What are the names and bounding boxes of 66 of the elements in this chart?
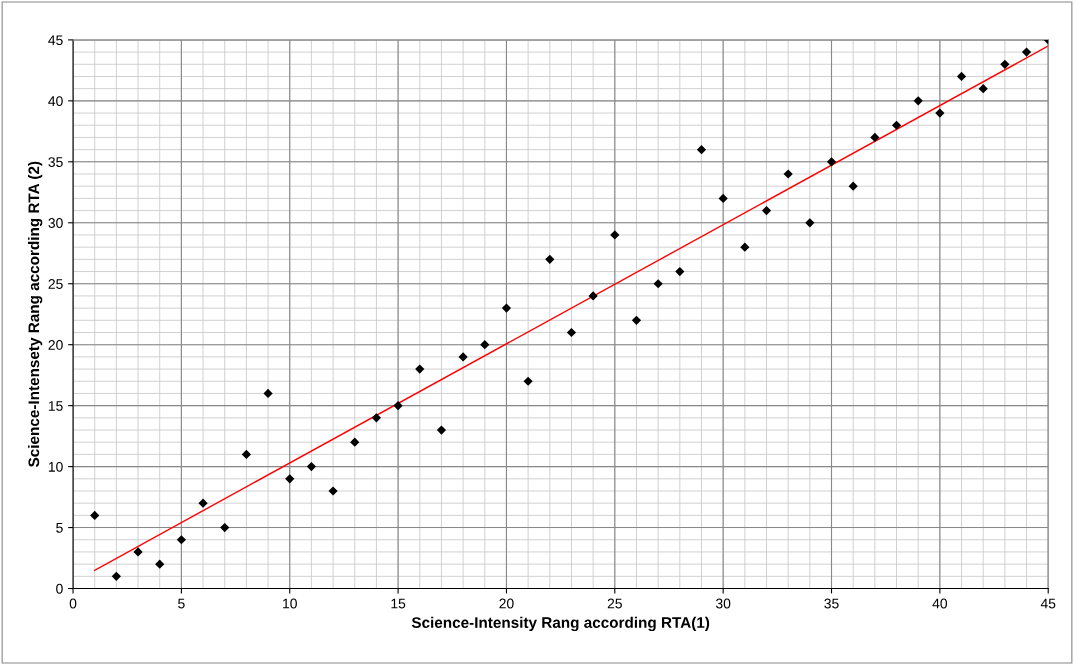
point [306, 462, 317, 472]
point [848, 181, 858, 191]
point [891, 120, 902, 130]
point [111, 571, 121, 581]
y-tick-label: 45 [48, 35, 63, 46]
point [675, 266, 685, 277]
point [523, 376, 533, 386]
x-tick-label: 45 [1040, 598, 1056, 609]
point [90, 510, 100, 520]
point [458, 352, 468, 362]
point [1000, 59, 1010, 69]
point [978, 84, 988, 94]
y-tick-label: 35 [48, 157, 63, 167]
point [566, 327, 577, 338]
point [501, 303, 512, 313]
point [263, 388, 273, 399]
x-tick-label: 25 [607, 598, 622, 609]
point [436, 425, 447, 435]
y-tick-label: 30 [48, 218, 63, 228]
y-tick-label: 40 [48, 96, 63, 107]
point [198, 498, 208, 508]
point [913, 96, 923, 106]
y-tick-label: 15 [48, 401, 63, 411]
x-tick-label: 10 [283, 598, 297, 609]
point [956, 71, 967, 82]
point [1021, 47, 1032, 57]
x-tick-label: 30 [715, 598, 731, 609]
point [631, 315, 642, 325]
x-axis-title: Science-Intensity Rang according RTA(1) [411, 616, 710, 632]
point [350, 437, 360, 447]
x-tick-label: 15 [391, 598, 406, 609]
point [653, 279, 663, 289]
point [285, 474, 295, 484]
point [176, 535, 186, 545]
y-tick-label: 25 [48, 279, 63, 289]
point [415, 364, 425, 374]
x-tick-label: 40 [932, 598, 948, 609]
point [328, 486, 338, 496]
point [805, 218, 815, 228]
point [155, 559, 165, 569]
x-tick-label: 35 [824, 598, 839, 609]
x-tick-label: 0 [69, 598, 77, 609]
x-tick-label: 20 [499, 598, 514, 609]
point [545, 254, 555, 264]
y-tick-label: 20 [48, 340, 63, 350]
x-tick-label: 5 [178, 598, 185, 609]
point [761, 205, 772, 216]
point [241, 449, 252, 460]
point [870, 132, 880, 143]
point [480, 340, 490, 350]
point [740, 242, 750, 252]
point [935, 108, 945, 118]
point [783, 169, 793, 179]
point [220, 522, 230, 533]
y-axis-title: Science-Intensety Rang according RTA (2) [28, 161, 43, 467]
point [718, 193, 728, 203]
point [133, 547, 143, 557]
y-tick-label: 10 [48, 461, 63, 472]
point [393, 401, 403, 411]
point [371, 413, 382, 423]
y-tick-label: 5 [56, 523, 63, 533]
point [588, 291, 598, 301]
point [826, 157, 837, 167]
point [610, 230, 620, 240]
y-tick-label: 0 [56, 583, 63, 594]
point [696, 145, 707, 155]
